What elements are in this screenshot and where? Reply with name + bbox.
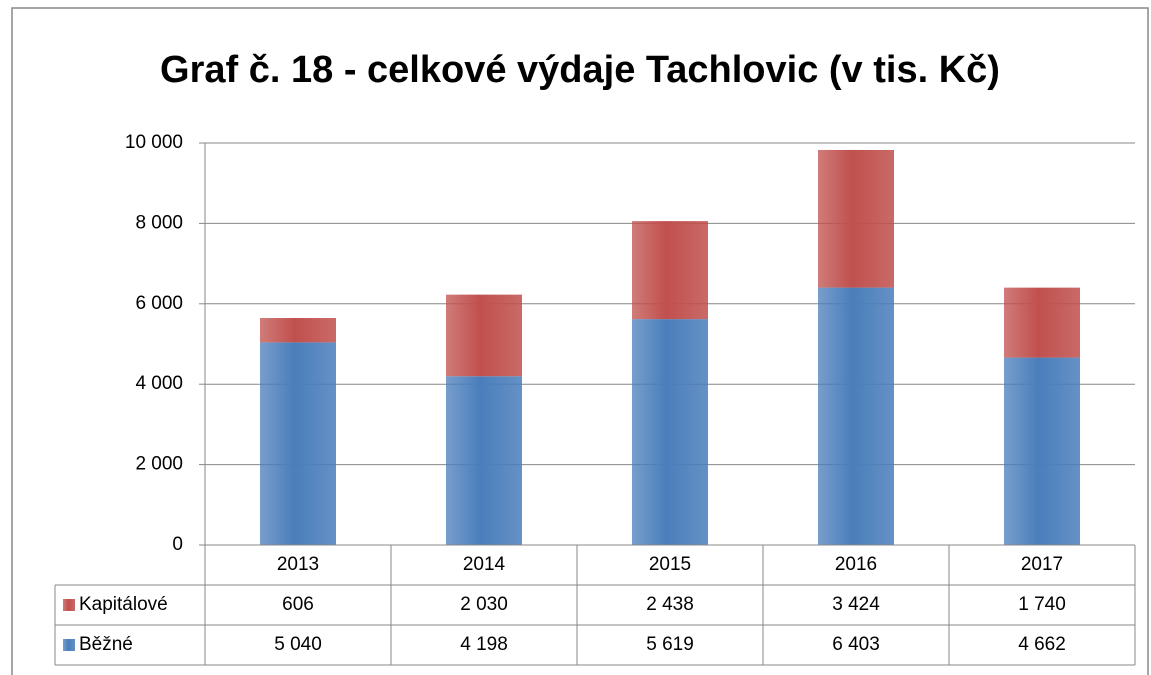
table-value: 4 662 [1018,634,1066,655]
y-tick-label: 8 000 [135,212,183,233]
y-tick-label: 2 000 [135,454,183,475]
bar-segment [818,149,894,288]
table-value: 5 040 [274,634,322,655]
table-value: 2 438 [646,594,694,615]
bar-segment [1004,357,1080,545]
table-value: 5 619 [646,634,694,655]
bar-segment [260,342,336,545]
bar-segment [632,221,708,320]
y-tick-label: 10 000 [125,132,183,153]
x-tick-label: 2014 [463,554,506,575]
bar-segment [260,318,336,343]
table-value: 6 403 [832,634,880,655]
bar-segment [446,294,522,377]
bar-segment [818,287,894,545]
bar-segment [446,376,522,545]
x-tick-label: 2016 [835,554,877,575]
legend-key [63,639,75,651]
table-value: 606 [282,594,314,615]
chart-title: Graf č. 18 - celkové výdaje Tachlovic (v… [160,49,1000,91]
table-value: 2 030 [460,594,508,615]
chart-frame [11,7,1149,675]
table-value: 3 424 [832,594,880,615]
table-value: 4 198 [460,634,508,655]
legend-label: Kapitálové [79,594,168,615]
legend-label: Běžné [79,634,133,655]
bar-segment [1004,287,1080,358]
y-tick-label: 6 000 [135,293,183,314]
legend-key [63,599,75,611]
x-tick-label: 2017 [1021,554,1063,575]
x-tick-label: 2013 [277,554,319,575]
x-tick-label: 2015 [649,554,691,575]
y-tick-label: 4 000 [135,373,183,394]
table-value: 1 740 [1018,594,1066,615]
bar-segment [632,319,708,545]
y-tick-label: 0 [172,534,183,555]
